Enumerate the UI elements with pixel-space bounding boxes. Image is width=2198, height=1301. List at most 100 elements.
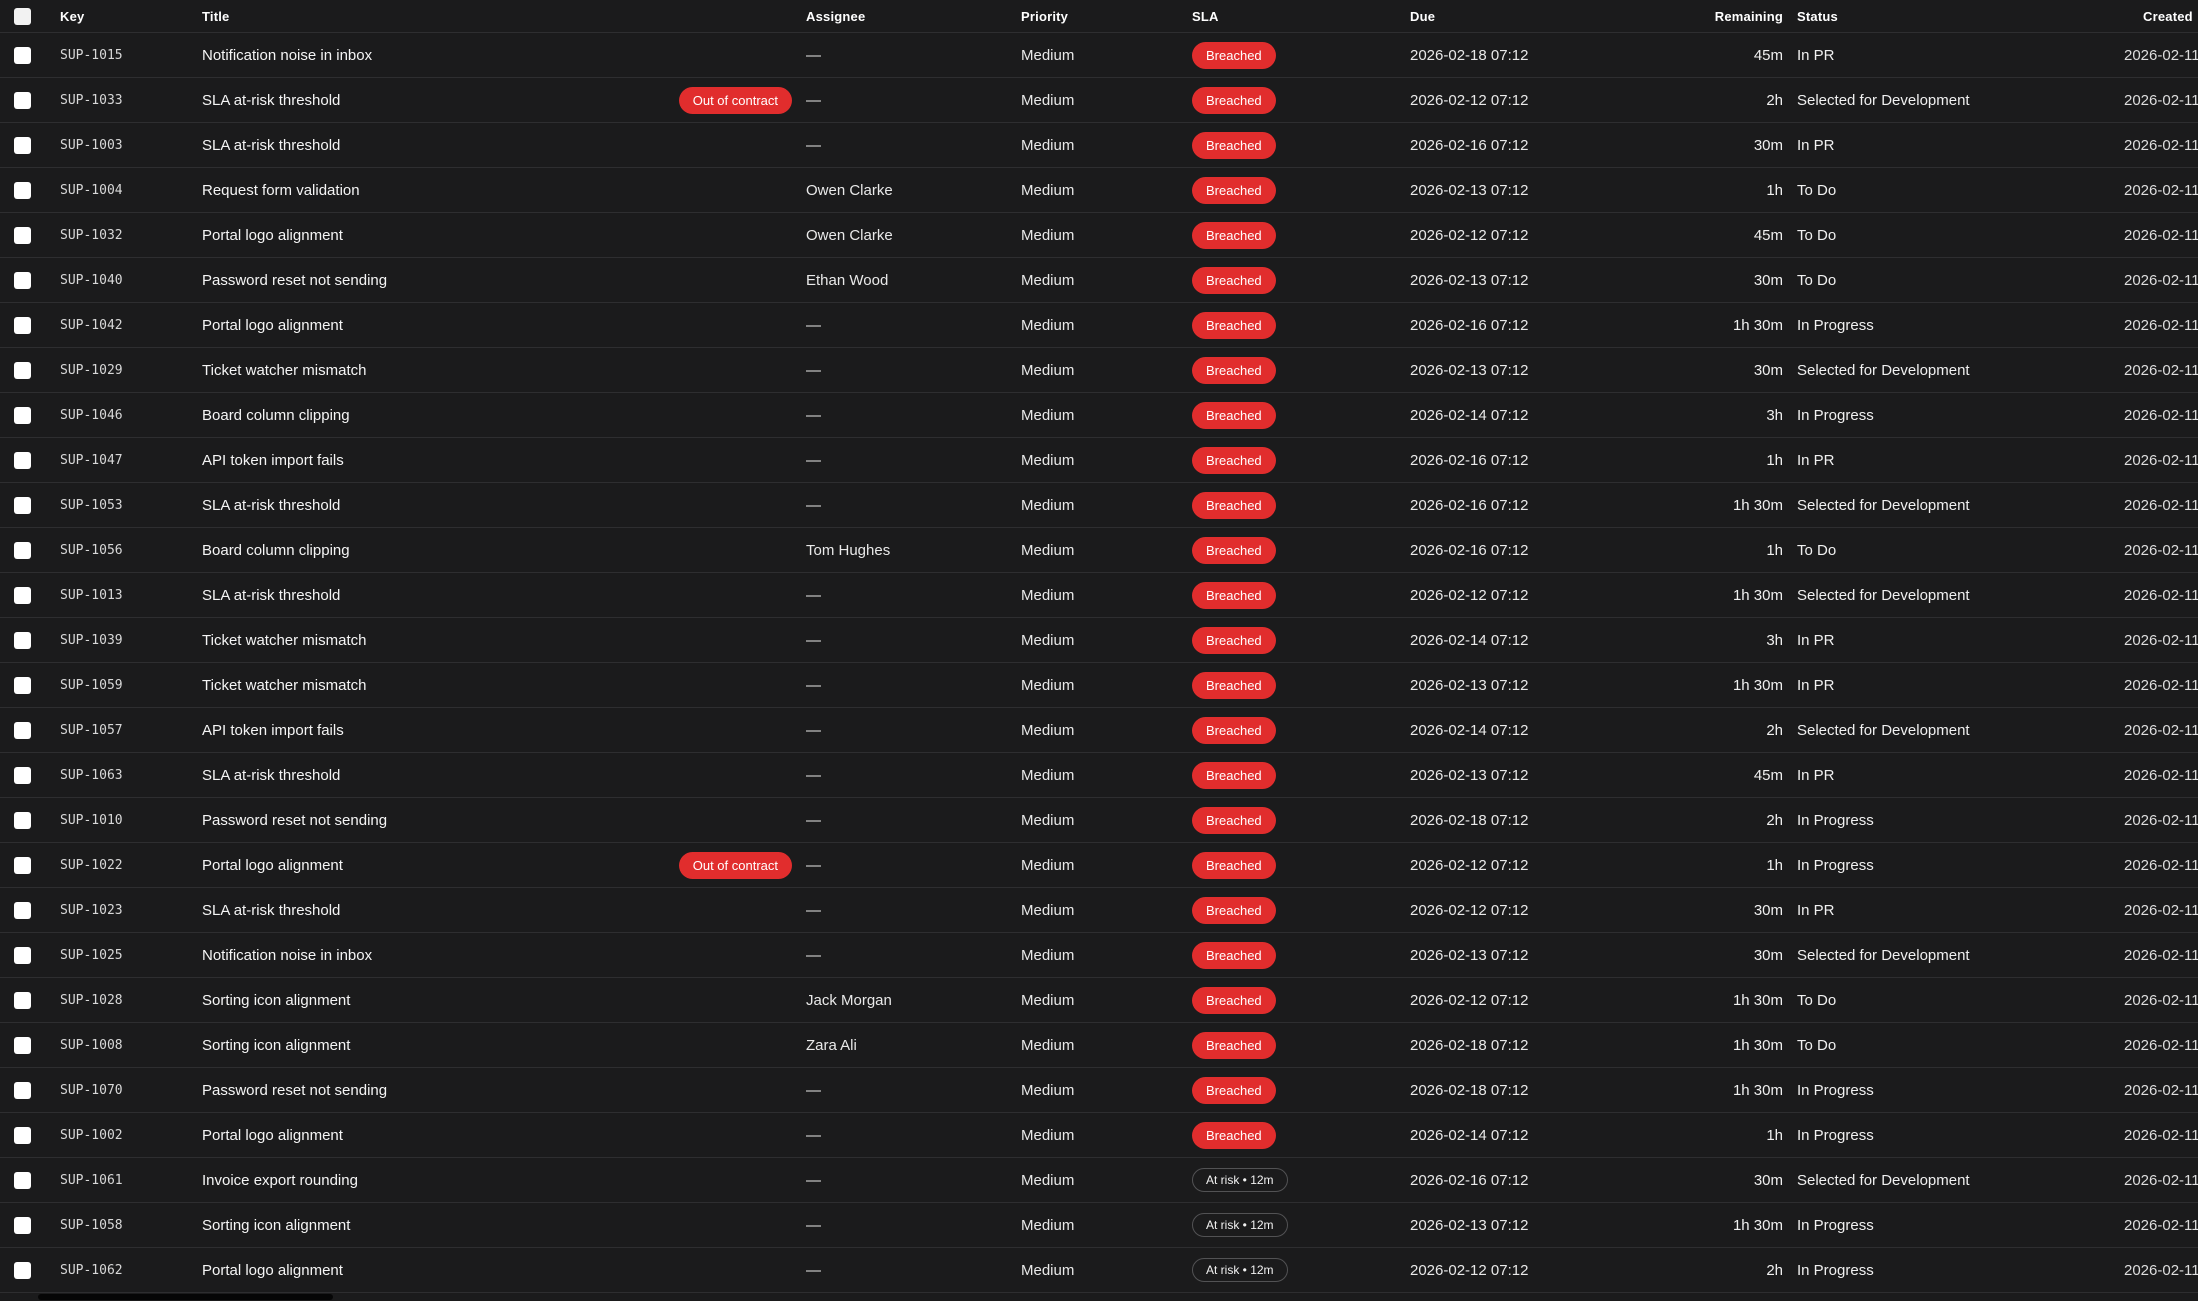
issue-status: In PR	[1797, 901, 1835, 919]
table-row[interactable]: SUP-1070 Password reset not sending — Me…	[0, 1068, 2198, 1113]
row-select-cell	[0, 226, 60, 244]
row-checkbox[interactable]	[14, 136, 31, 154]
issue-created: 2026-02-11	[2124, 1036, 2198, 1054]
row-checkbox[interactable]	[14, 316, 31, 334]
table-row[interactable]: SUP-1025 Notification noise in inbox — M…	[0, 933, 2198, 978]
table-row[interactable]: SUP-1056 Board column clipping Tom Hughe…	[0, 528, 2198, 573]
issue-title-cell: Sorting icon alignment	[202, 1217, 806, 1234]
issue-sla-cell: Breached	[1192, 131, 1410, 159]
row-checkbox[interactable]	[14, 946, 31, 964]
issue-status: Selected for Development	[1797, 91, 1970, 109]
issue-due: 2026-02-12 07:12	[1410, 1261, 1529, 1279]
row-checkbox[interactable]	[14, 271, 31, 289]
row-select-cell	[0, 1171, 60, 1189]
table-row[interactable]: SUP-1039 Ticket watcher mismatch — Mediu…	[0, 618, 2198, 663]
row-checkbox[interactable]	[14, 1036, 31, 1054]
table-row[interactable]: SUP-1057 API token import fails — Medium…	[0, 708, 2198, 753]
table-row[interactable]: SUP-1046 Board column clipping — Medium …	[0, 393, 2198, 438]
row-checkbox[interactable]	[14, 361, 31, 379]
table-row[interactable]: SUP-1042 Portal logo alignment — Medium …	[0, 303, 2198, 348]
row-select-cell	[0, 541, 60, 559]
table-row[interactable]: SUP-1053 SLA at-risk threshold — Medium …	[0, 483, 2198, 528]
row-checkbox[interactable]	[14, 676, 31, 694]
issue-due: 2026-02-16 07:12	[1410, 136, 1529, 154]
issue-assignee: —	[806, 406, 821, 424]
row-checkbox[interactable]	[14, 991, 31, 1009]
select-all-checkbox[interactable]	[14, 7, 31, 25]
table-row[interactable]: SUP-1058 Sorting icon alignment — Medium…	[0, 1203, 2198, 1248]
table-row[interactable]: SUP-1002 Portal logo alignment — Medium …	[0, 1113, 2198, 1158]
table-row[interactable]: SUP-1047 API token import fails — Medium…	[0, 438, 2198, 483]
table-row[interactable]: SUP-1003 SLA at-risk threshold — Medium …	[0, 123, 2198, 168]
row-select-cell	[0, 496, 60, 514]
table-row[interactable]: SUP-1061 Invoice export rounding — Mediu…	[0, 1158, 2198, 1203]
issue-created: 2026-02-11	[2124, 811, 2198, 829]
row-checkbox[interactable]	[14, 1261, 31, 1279]
issue-created: 2026-02-11	[2124, 406, 2198, 424]
row-checkbox[interactable]	[14, 226, 31, 244]
table-row[interactable]: SUP-1059 Ticket watcher mismatch — Mediu…	[0, 663, 2198, 708]
row-checkbox[interactable]	[14, 541, 31, 559]
issue-priority: Medium	[1021, 901, 1075, 919]
issue-sla-cell: Breached	[1192, 761, 1410, 789]
issue-priority: Medium	[1021, 406, 1075, 424]
row-checkbox[interactable]	[14, 1126, 31, 1144]
issue-remaining: 1h	[1766, 856, 1783, 874]
table-row[interactable]: SUP-1008 Sorting icon alignment Zara Ali…	[0, 1023, 2198, 1068]
horizontal-scrollbar-thumb[interactable]	[38, 1294, 333, 1300]
table-row[interactable]: SUP-1013 SLA at-risk threshold — Medium …	[0, 573, 2198, 618]
table-row[interactable]: SUP-1010 Password reset not sending — Me…	[0, 798, 2198, 843]
issue-status: Selected for Development	[1797, 721, 1970, 739]
table-row[interactable]: SUP-1040 Password reset not sending Etha…	[0, 258, 2198, 303]
table-row[interactable]: SUP-1028 Sorting icon alignment Jack Mor…	[0, 978, 2198, 1023]
issue-due: 2026-02-18 07:12	[1410, 811, 1529, 829]
row-checkbox[interactable]	[14, 1171, 31, 1189]
row-checkbox[interactable]	[14, 1081, 31, 1099]
issue-due: 2026-02-13 07:12	[1410, 271, 1529, 289]
issue-title-cell: SLA at-risk threshold	[202, 767, 806, 784]
issue-due: 2026-02-13 07:12	[1410, 946, 1529, 964]
issue-title-cell: Password reset not sending	[202, 272, 806, 289]
table-row[interactable]: SUP-1062 Portal logo alignment — Medium …	[0, 1248, 2198, 1293]
row-checkbox[interactable]	[14, 451, 31, 469]
issue-priority: Medium	[1021, 496, 1075, 514]
issue-key: SUP-1040	[60, 272, 123, 288]
row-checkbox[interactable]	[14, 586, 31, 604]
issue-sla-cell: At risk • 12m	[1192, 1168, 1410, 1192]
row-checkbox[interactable]	[14, 496, 31, 514]
row-checkbox[interactable]	[14, 631, 31, 649]
table-row[interactable]: SUP-1022 Portal logo alignment Out of co…	[0, 843, 2198, 888]
row-checkbox[interactable]	[14, 406, 31, 424]
row-checkbox[interactable]	[14, 856, 31, 874]
issue-sla-cell: Breached	[1192, 536, 1410, 564]
table-row[interactable]: SUP-1033 SLA at-risk threshold Out of co…	[0, 78, 2198, 123]
issue-title-cell: API token import fails	[202, 722, 806, 739]
table-row[interactable]: SUP-1023 SLA at-risk threshold — Medium …	[0, 888, 2198, 933]
row-select-cell	[0, 631, 60, 649]
sla-badge: Breached	[1192, 86, 1276, 114]
row-checkbox[interactable]	[14, 46, 31, 64]
row-checkbox[interactable]	[14, 91, 31, 109]
sla-badge: Breached	[1192, 131, 1276, 159]
table-row[interactable]: SUP-1063 SLA at-risk threshold — Medium …	[0, 753, 2198, 798]
column-header-sla: SLA	[1192, 8, 1219, 24]
row-checkbox[interactable]	[14, 766, 31, 784]
issue-priority: Medium	[1021, 181, 1075, 199]
table-row[interactable]: SUP-1029 Ticket watcher mismatch — Mediu…	[0, 348, 2198, 393]
issue-key: SUP-1042	[60, 317, 123, 333]
issue-title: API token import fails	[202, 451, 344, 469]
table-row[interactable]: SUP-1032 Portal logo alignment Owen Clar…	[0, 213, 2198, 258]
issue-created: 2026-02-11	[2124, 316, 2198, 334]
issue-title: Notification noise in inbox	[202, 46, 373, 64]
table-row[interactable]: SUP-1004 Request form validation Owen Cl…	[0, 168, 2198, 213]
out-of-contract-badge: Out of contract	[678, 851, 792, 879]
row-checkbox[interactable]	[14, 811, 31, 829]
table-row[interactable]: SUP-1015 Notification noise in inbox — M…	[0, 33, 2198, 78]
issue-key: SUP-1032	[60, 227, 123, 243]
row-checkbox[interactable]	[14, 1216, 31, 1234]
row-checkbox[interactable]	[14, 901, 31, 919]
issue-due: 2026-02-12 07:12	[1410, 586, 1529, 604]
row-select-cell	[0, 721, 60, 739]
row-checkbox[interactable]	[14, 181, 31, 199]
row-checkbox[interactable]	[14, 721, 31, 739]
